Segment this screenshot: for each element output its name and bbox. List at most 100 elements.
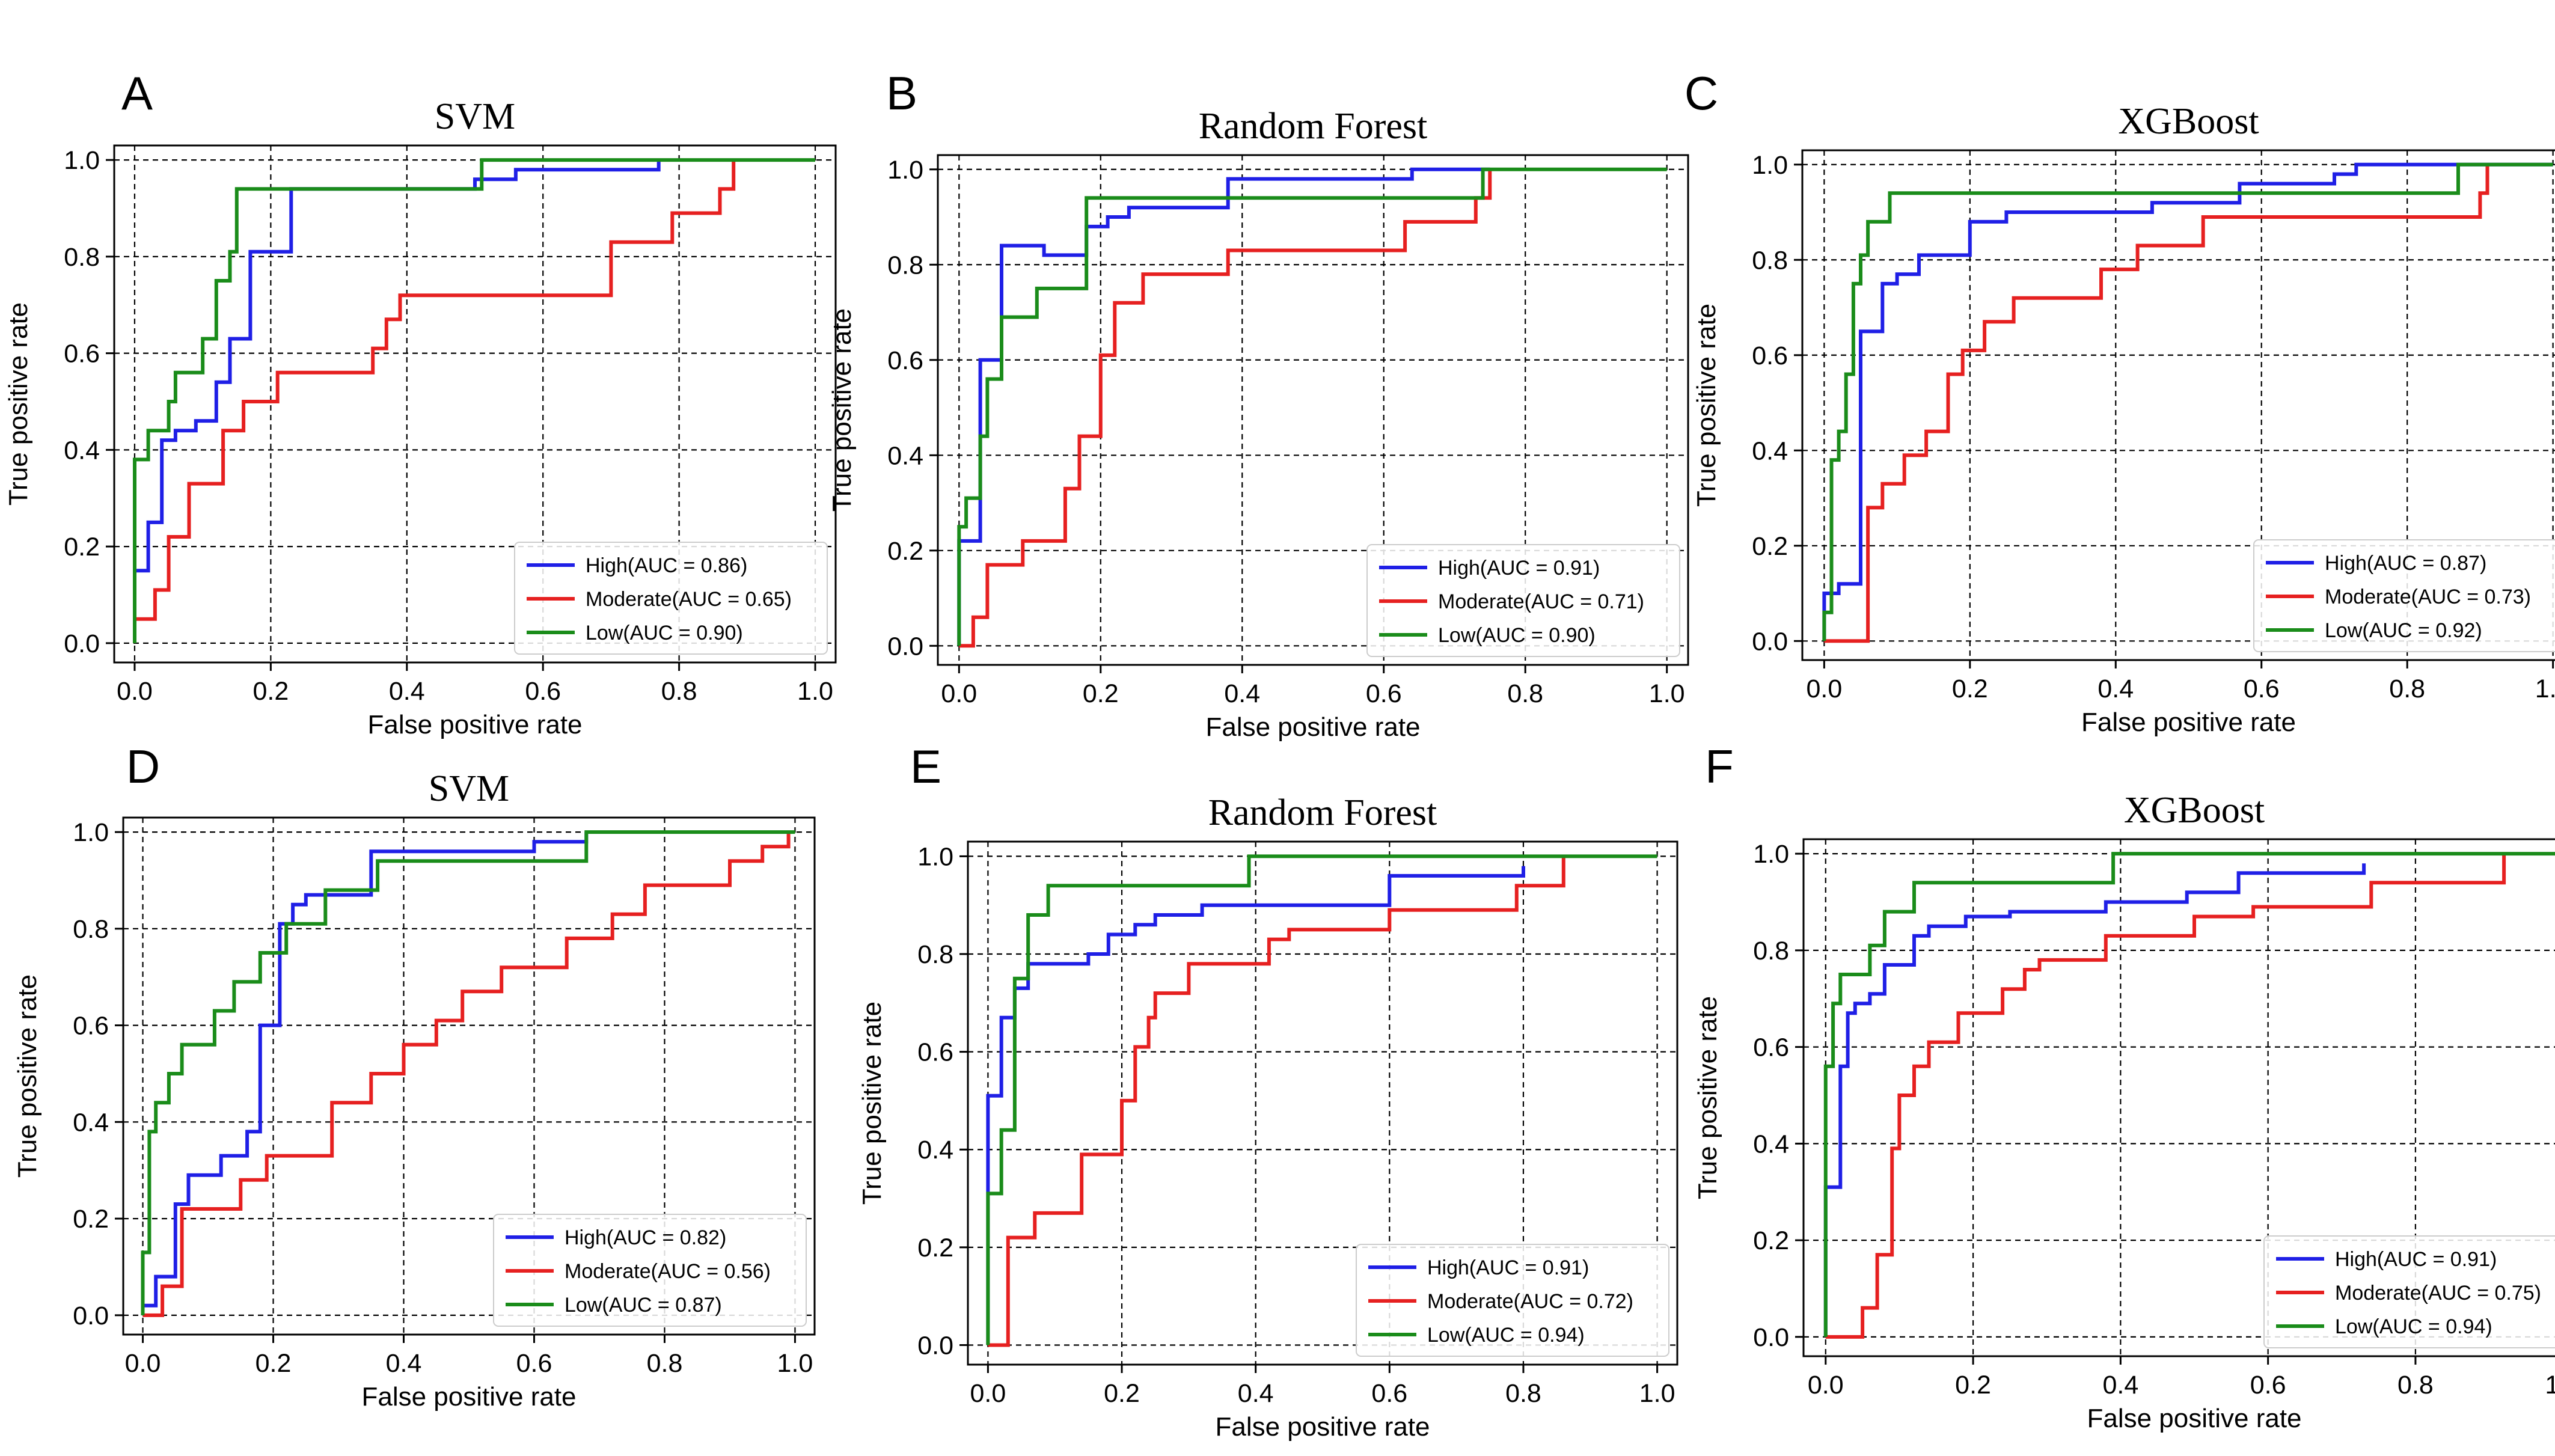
y-tick-label: 1.0 (73, 818, 109, 847)
y-tick-label: 0.2 (1753, 1226, 1789, 1255)
plot-frame (1802, 838, 2555, 1357)
y-tick-label: 0.4 (1752, 436, 1788, 465)
y-tick-label: 0.0 (64, 629, 100, 658)
legend-label-moderate: Moderate(AUC = 0.73) (2325, 586, 2531, 608)
roc-curve-high (1823, 863, 2366, 1337)
roc-curve-moderate (1824, 164, 2489, 643)
x-axis-label: False positive rate (2081, 708, 2296, 737)
x-tick-label: 0.8 (2397, 1371, 2434, 1399)
legend: High(AUC = 0.91) Moderate(AUC = 0.72) Low(… (1356, 1244, 1669, 1357)
x-tick-label: 0.8 (1507, 679, 1543, 708)
plot-frame (113, 144, 837, 664)
panel-letter: F (1705, 740, 1734, 793)
roc-curve-moderate (133, 160, 736, 643)
x-tick-label: 0.4 (1224, 679, 1260, 708)
roc-panel-f: F XGBoost 0.0 0.0 0.2 0.2 0.4 0.4 0.6 0.6 0.8 0.8 1.… (1693, 740, 2555, 1433)
legend-label-high: High(AUC = 0.82) (565, 1226, 726, 1249)
roc-curve-low (1822, 162, 2553, 641)
y-tick-label: 0.4 (887, 441, 923, 470)
x-tick-label: 0.2 (1083, 679, 1119, 708)
y-tick-label: 0.2 (1752, 532, 1788, 561)
x-tick-label: 1.0 (777, 1349, 813, 1378)
roc-curve-low (141, 830, 795, 1315)
x-tick-label: 0.6 (2244, 674, 2280, 703)
legend-label-low: Low(AUC = 0.90) (586, 622, 743, 644)
y-tick-label: 0.2 (917, 1234, 953, 1262)
y-tick-label: 0.8 (887, 251, 923, 280)
y-tick-label: 0.0 (1753, 1323, 1789, 1352)
x-tick-label: 0.6 (2250, 1371, 2286, 1399)
x-tick-label: 1.0 (797, 677, 833, 706)
y-tick-label: 0.4 (73, 1108, 109, 1137)
roc-curve-moderate (142, 832, 791, 1317)
y-axis-label: True positive rate (827, 308, 857, 512)
plot-frame (1801, 149, 2555, 661)
legend: High(AUC = 0.86) Moderate(AUC = 0.65) Low(… (514, 542, 828, 655)
y-tick-label: 0.6 (917, 1038, 953, 1067)
y-tick-label: 1.0 (887, 156, 923, 185)
x-tick-label: 0.0 (117, 677, 153, 706)
x-tick-label: 0.4 (386, 1349, 422, 1378)
panel-letter: D (126, 740, 160, 793)
x-tick-label: 1.0 (2535, 674, 2555, 703)
legend-box (1356, 1244, 1669, 1357)
x-tick-label: 0.0 (941, 679, 977, 708)
legend-label-high: High(AUC = 0.86) (586, 554, 747, 577)
y-tick-label: 0.8 (64, 243, 100, 272)
panel-title: Random Forest (1199, 106, 1428, 147)
x-tick-label: 1.0 (1649, 679, 1685, 708)
y-tick-label: 1.0 (1752, 151, 1788, 180)
x-tick-label: 0.4 (2098, 674, 2134, 703)
y-tick-label: 0.6 (73, 1012, 109, 1041)
x-tick-label: 0.4 (389, 677, 425, 706)
y-tick-label: 0.8 (1753, 937, 1789, 965)
panel-title: SVM (429, 768, 509, 809)
x-tick-label: 0.0 (1808, 1371, 1844, 1399)
legend: High(AUC = 0.87) Moderate(AUC = 0.73) Low(… (2253, 539, 2555, 652)
y-tick-label: 0.4 (1753, 1130, 1789, 1158)
panel-title: XGBoost (2124, 790, 2265, 831)
legend-label-low: Low(AUC = 0.87) (565, 1294, 722, 1317)
y-tick-label: 0.6 (887, 346, 923, 375)
x-axis-label: False positive rate (367, 710, 582, 739)
x-axis-label: False positive rate (1205, 712, 1420, 742)
y-axis-label: True positive rate (1692, 304, 1721, 507)
legend: High(AUC = 0.91) Moderate(AUC = 0.75) Low(… (2263, 1235, 2555, 1348)
x-tick-label: 0.2 (256, 1349, 292, 1378)
legend-box (493, 1214, 807, 1327)
y-tick-label: 0.0 (1752, 627, 1788, 656)
roc-panel-d: D SVM 0.0 0.0 0.2 0.2 0.4 0.4 0.6 0.6 0.8 0.8 1.0 1.0… (13, 740, 816, 1412)
roc-panel-e: E Random Forest 0.0 0.0 0.2 0.2 0.4 0.4 0.6 0.6 0.… (857, 740, 1678, 1442)
plot-frame (937, 154, 1689, 666)
roc-curve-low (1823, 852, 2555, 1337)
y-axis-label: True positive rate (4, 302, 33, 506)
x-tick-label: 0.6 (1371, 1379, 1407, 1408)
roc-curve-moderate (1825, 854, 2506, 1339)
x-tick-label: 0.2 (252, 677, 289, 706)
plot-frame (967, 840, 1678, 1366)
panel-title: SVM (435, 96, 515, 137)
roc-curve-low (986, 854, 1657, 1345)
roc-panel-a: A SVM 0.0 0.0 0.2 0.2 0.4 0.4 0.6 0.6 0.8 0.8 1.0 1.0… (4, 67, 837, 739)
x-tick-label: 0.8 (2389, 674, 2425, 703)
roc-curve-moderate (988, 856, 1565, 1347)
x-tick-label: 0.8 (1505, 1379, 1541, 1408)
legend-box (2253, 539, 2555, 652)
legend-label-low: Low(AUC = 0.94) (1427, 1324, 1585, 1347)
x-tick-label: 0.4 (2102, 1371, 2138, 1399)
legend-label-high: High(AUC = 0.87) (2325, 552, 2486, 575)
roc-curve-high (1822, 162, 2553, 641)
y-tick-label: 0.8 (917, 940, 953, 969)
legend-label-low: Low(AUC = 0.94) (2335, 1315, 2492, 1338)
legend: High(AUC = 0.91) Moderate(AUC = 0.71) Low(… (1366, 544, 1680, 657)
y-tick-label: 0.0 (73, 1302, 109, 1330)
y-tick-label: 0.4 (64, 436, 100, 465)
legend-label-high: High(AUC = 0.91) (2335, 1248, 2497, 1271)
legend-label-moderate: Moderate(AUC = 0.65) (586, 588, 792, 611)
y-tick-label: 0.8 (1752, 246, 1788, 275)
y-tick-label: 0.2 (887, 537, 923, 566)
y-tick-label: 1.0 (1753, 840, 1789, 869)
legend-label-high: High(AUC = 0.91) (1427, 1256, 1589, 1279)
plot-frame (122, 816, 816, 1336)
